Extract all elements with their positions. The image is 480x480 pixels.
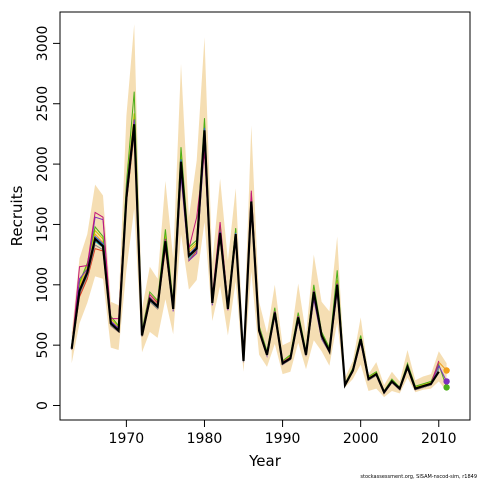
y-tick-label: 0	[35, 401, 51, 410]
credit-text: stockassessment.org, SISAM-nscod-sim, r1…	[360, 474, 477, 480]
y-tick-label: 2000	[35, 146, 51, 182]
y-tick-label: 3000	[35, 26, 51, 62]
y-tick-label: 1000	[35, 267, 51, 303]
x-axis: 1970 1980 1990 2000 2010	[109, 419, 457, 447]
series-end-point-4	[443, 384, 450, 391]
x-axis-title: Year	[248, 452, 282, 470]
x-tick-label: 1990	[265, 431, 301, 447]
y-tick-label: 2500	[35, 86, 51, 122]
estimate-line	[70, 124, 440, 395]
series-end-point-7	[443, 378, 450, 385]
x-tick-label: 2010	[421, 431, 457, 447]
y-axis: 0 500 1000 1500 2000 2500 3000	[35, 26, 61, 410]
series-end-point-2	[443, 367, 450, 374]
x-tick-label: 1980	[187, 431, 223, 447]
y-axis-title: Recruits	[8, 185, 26, 246]
x-tick-label: 1970	[109, 431, 145, 447]
confidence-band-layer	[71, 24, 447, 398]
x-tick-label: 2000	[343, 431, 379, 447]
end-points-layer	[443, 367, 450, 391]
y-tick-label: 500	[35, 332, 51, 359]
y-tick-label: 1500	[35, 207, 51, 243]
estimate-line-layer	[70, 124, 440, 395]
confidence-band	[71, 24, 447, 398]
